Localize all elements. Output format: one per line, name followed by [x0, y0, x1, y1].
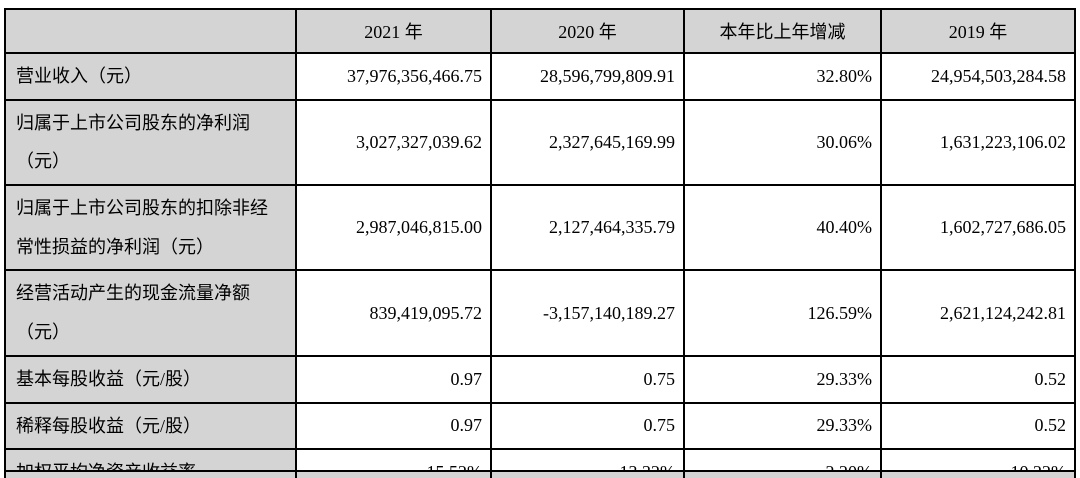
cell-value-2020: 0.75	[490, 401, 685, 451]
partial-cell	[490, 470, 685, 478]
row-label: 稀释每股收益（元/股）	[4, 401, 297, 451]
cell-value-2021: 37,976,356,466.75	[295, 52, 492, 101]
cell-value-2020: 28,596,799,809.91	[490, 52, 685, 101]
table-row-operating-cash-flow: 经营活动产生的现金流量净额 （元） 839,419,095.72 -3,157,…	[4, 269, 1076, 357]
partial-cell	[880, 470, 1076, 478]
table-row-revenue: 营业收入（元） 37,976,356,466.75 28,596,799,809…	[4, 52, 1076, 101]
cell-value-change: 126.59%	[683, 269, 882, 357]
cell-value-2020: 0.75	[490, 354, 685, 404]
cell-value-2021: 3,027,327,039.62	[295, 98, 492, 187]
cell-value-2021: 0.97	[295, 354, 492, 404]
row-label: 归属于上市公司股东的扣除非经 常性损益的净利润（元）	[4, 184, 297, 272]
cell-value-2019: 24,954,503,284.58	[880, 52, 1076, 101]
table-header-row: 2021 年 2020 年 本年比上年增减 2019 年	[4, 8, 1076, 54]
cell-value-2019: 1,631,223,106.02	[880, 98, 1076, 187]
cell-value-2019: 2,621,124,242.81	[880, 269, 1076, 357]
header-cell-2020: 2020 年	[490, 8, 685, 54]
header-cell-2019: 2019 年	[880, 8, 1076, 54]
key-financials-table: 2021 年 2020 年 本年比上年增减 2019 年 营业收入（元） 37,…	[4, 8, 1076, 478]
table-row-net-profit-excl-nonrecurring: 归属于上市公司股东的扣除非经 常性损益的净利润（元） 2,987,046,815…	[4, 184, 1076, 272]
header-cell-yoy-change: 本年比上年增减	[683, 8, 882, 54]
row-label: 基本每股收益（元/股）	[4, 354, 297, 404]
partial-cell	[4, 470, 297, 478]
table-row-net-profit: 归属于上市公司股东的净利润 （元） 3,027,327,039.62 2,327…	[4, 98, 1076, 187]
header-cell-2021: 2021 年	[295, 8, 492, 54]
cell-value-2021: 0.97	[295, 401, 492, 451]
row-label: 经营活动产生的现金流量净额 （元）	[4, 269, 297, 357]
row-label: 归属于上市公司股东的净利润 （元）	[4, 98, 297, 187]
cell-value-2019: 0.52	[880, 354, 1076, 404]
cell-value-change: 29.33%	[683, 401, 882, 451]
next-row-partial	[4, 470, 1076, 478]
row-label: 营业收入（元）	[4, 52, 297, 101]
cell-value-2019: 0.52	[880, 401, 1076, 451]
partial-cell	[683, 470, 882, 478]
partial-cell	[295, 470, 492, 478]
table-row-diluted-eps: 稀释每股收益（元/股） 0.97 0.75 29.33% 0.52	[4, 401, 1076, 451]
table-row-basic-eps: 基本每股收益（元/股） 0.97 0.75 29.33% 0.52	[4, 354, 1076, 404]
cell-value-change: 32.80%	[683, 52, 882, 101]
cell-value-2020: 2,327,645,169.99	[490, 98, 685, 187]
cell-value-2020: 2,127,464,335.79	[490, 184, 685, 272]
cell-value-change: 40.40%	[683, 184, 882, 272]
cell-value-2020: -3,157,140,189.27	[490, 269, 685, 357]
header-cell-blank	[4, 8, 297, 54]
cell-value-change: 29.33%	[683, 354, 882, 404]
cell-value-2021: 2,987,046,815.00	[295, 184, 492, 272]
next-row-partial-cells	[4, 470, 1076, 478]
cell-value-2021: 839,419,095.72	[295, 269, 492, 357]
cell-value-2019: 1,602,727,686.05	[880, 184, 1076, 272]
cell-value-change: 30.06%	[683, 98, 882, 187]
